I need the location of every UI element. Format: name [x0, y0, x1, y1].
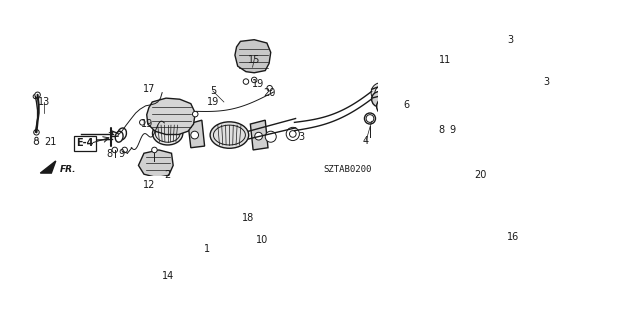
Text: 13: 13: [38, 97, 51, 107]
Text: 12: 12: [143, 180, 156, 190]
Text: 15: 15: [248, 54, 260, 65]
Circle shape: [112, 147, 118, 153]
Ellipse shape: [414, 68, 425, 95]
Text: 3: 3: [298, 132, 304, 142]
Circle shape: [35, 140, 38, 144]
Circle shape: [152, 147, 157, 153]
Ellipse shape: [364, 113, 376, 124]
Text: 14: 14: [161, 271, 174, 281]
Text: 6: 6: [404, 100, 410, 110]
Text: 20: 20: [263, 88, 275, 98]
Circle shape: [255, 132, 262, 140]
Text: 16: 16: [507, 232, 520, 242]
Circle shape: [483, 168, 488, 174]
Text: 10: 10: [257, 235, 269, 245]
Circle shape: [265, 131, 276, 142]
Circle shape: [122, 147, 127, 153]
Circle shape: [366, 115, 374, 122]
Circle shape: [267, 85, 273, 91]
Text: 3: 3: [543, 76, 549, 87]
Circle shape: [252, 77, 257, 83]
Polygon shape: [486, 142, 537, 186]
Text: E-4: E-4: [76, 138, 93, 148]
Circle shape: [371, 83, 391, 102]
Text: 9: 9: [449, 124, 456, 134]
Ellipse shape: [466, 68, 477, 95]
Polygon shape: [235, 40, 271, 73]
Circle shape: [286, 127, 300, 140]
Ellipse shape: [152, 122, 183, 145]
Circle shape: [191, 131, 198, 139]
Text: 19: 19: [207, 97, 219, 107]
Circle shape: [541, 79, 547, 84]
Ellipse shape: [210, 122, 249, 148]
Text: 18: 18: [241, 213, 253, 223]
Text: 3: 3: [508, 35, 514, 45]
Circle shape: [33, 94, 38, 99]
Polygon shape: [147, 98, 195, 134]
Circle shape: [508, 41, 513, 47]
Ellipse shape: [376, 98, 393, 115]
Text: FR.: FR.: [60, 165, 77, 174]
Text: 17: 17: [143, 84, 156, 94]
Text: 7: 7: [108, 132, 113, 142]
Circle shape: [538, 76, 549, 87]
Text: 8: 8: [106, 149, 112, 159]
Ellipse shape: [115, 131, 123, 142]
Circle shape: [34, 130, 39, 135]
Circle shape: [505, 39, 516, 50]
Text: 4: 4: [363, 136, 369, 146]
Circle shape: [35, 130, 38, 134]
Polygon shape: [250, 120, 268, 150]
Polygon shape: [138, 150, 173, 178]
Text: 19: 19: [141, 119, 153, 129]
Text: 8: 8: [438, 124, 445, 134]
Text: 19: 19: [252, 79, 264, 89]
Text: 9: 9: [119, 149, 125, 159]
Circle shape: [243, 79, 249, 84]
Circle shape: [35, 92, 40, 98]
Polygon shape: [40, 161, 56, 173]
FancyBboxPatch shape: [412, 58, 479, 105]
Circle shape: [35, 137, 38, 140]
Circle shape: [140, 120, 145, 125]
Polygon shape: [188, 120, 205, 148]
Circle shape: [453, 121, 460, 127]
Ellipse shape: [372, 92, 387, 107]
Text: 20: 20: [475, 170, 487, 180]
Circle shape: [380, 101, 390, 112]
Text: SZTAB0200: SZTAB0200: [323, 165, 372, 174]
Circle shape: [289, 131, 296, 137]
Circle shape: [375, 86, 387, 99]
Circle shape: [193, 111, 198, 117]
Text: 1: 1: [204, 244, 211, 254]
Text: 2: 2: [164, 170, 171, 180]
Text: 21: 21: [45, 137, 57, 147]
Circle shape: [442, 121, 449, 127]
Text: 11: 11: [440, 54, 452, 65]
Ellipse shape: [117, 128, 127, 140]
Text: 5: 5: [210, 86, 216, 96]
